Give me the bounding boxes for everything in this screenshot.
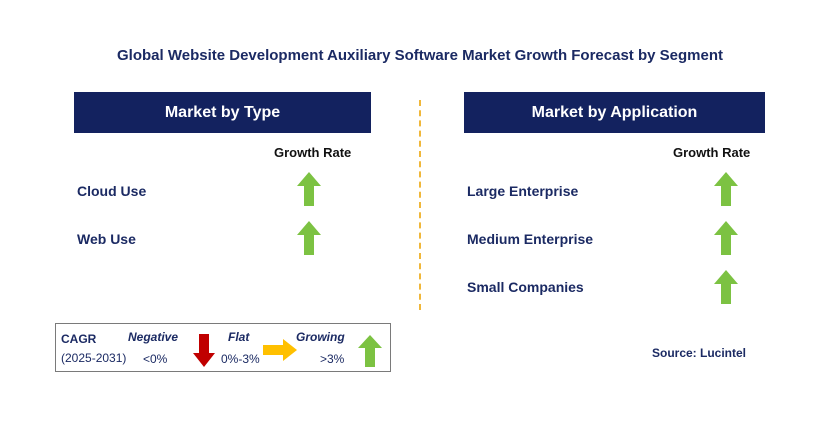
green-up-arrow-icon [714,221,738,255]
application-item-medium-enterprise: Medium Enterprise [467,231,594,247]
right-growth-rate-label: Growth Rate [673,145,751,160]
green-up-arrow-icon [297,221,321,255]
legend-box: CAGR (2025-2031) Negative <0% Flat 0%-3%… [55,323,391,372]
red-down-arrow-icon [193,334,215,367]
application-item-large-enterprise: Large Enterprise [467,183,579,199]
market-by-type-header: Market by Type [74,92,371,133]
legend-flat-label: Flat [228,330,250,344]
panel-divider [419,100,421,310]
legend-negative-range: <0% [143,352,168,366]
chart-title: Global Website Development Auxiliary Sof… [117,47,723,64]
yellow-right-arrow-icon [263,339,297,361]
green-up-arrow-icon [297,172,321,206]
legend-negative-label: Negative [128,330,179,344]
legend-growing-range: >3% [320,352,345,366]
green-up-arrow-icon [714,270,738,304]
application-item-small-companies: Small Companies [467,279,584,295]
source-label: Source: Lucintel [652,346,747,360]
legend-flat-range: 0%-3% [221,352,260,366]
green-up-arrow-icon [714,172,738,206]
market-by-application-header: Market by Application [464,92,765,133]
type-item-web-use: Web Use [77,231,136,247]
legend-growing-label: Growing [296,330,345,344]
type-item-cloud-use: Cloud Use [77,183,147,199]
legend-period-label: (2025-2031) [61,351,127,365]
green-up-arrow-icon [358,335,382,367]
left-growth-rate-label: Growth Rate [274,145,352,160]
legend-cagr-label: CAGR [61,332,97,346]
